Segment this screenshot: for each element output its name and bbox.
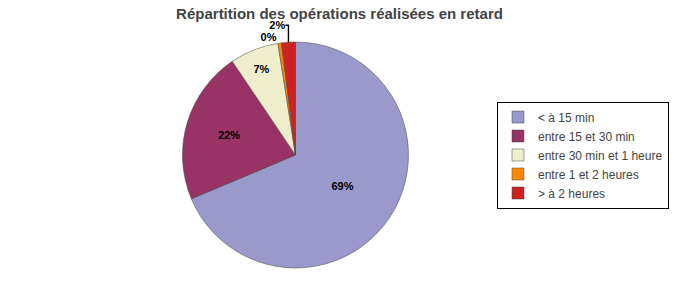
svg-text:entre 15 et 30 min: entre 15 et 30 min [538,130,635,144]
svg-text:22%: 22% [218,129,240,141]
svg-text:Répartition des opérations réa: Répartition des opérations réalisées en … [176,5,503,22]
svg-text:> à 2 heures: > à 2 heures [538,187,605,201]
svg-text:0%: 0% [261,31,277,43]
svg-text:2%: 2% [269,19,285,31]
svg-text:< à 15 min: < à 15 min [538,111,594,125]
svg-text:entre 1 et 2 heures: entre 1 et 2 heures [538,168,639,182]
svg-text:7%: 7% [253,63,269,75]
svg-text:69%: 69% [331,180,353,192]
svg-text:entre 30 min et 1 heure: entre 30 min et 1 heure [538,149,662,163]
